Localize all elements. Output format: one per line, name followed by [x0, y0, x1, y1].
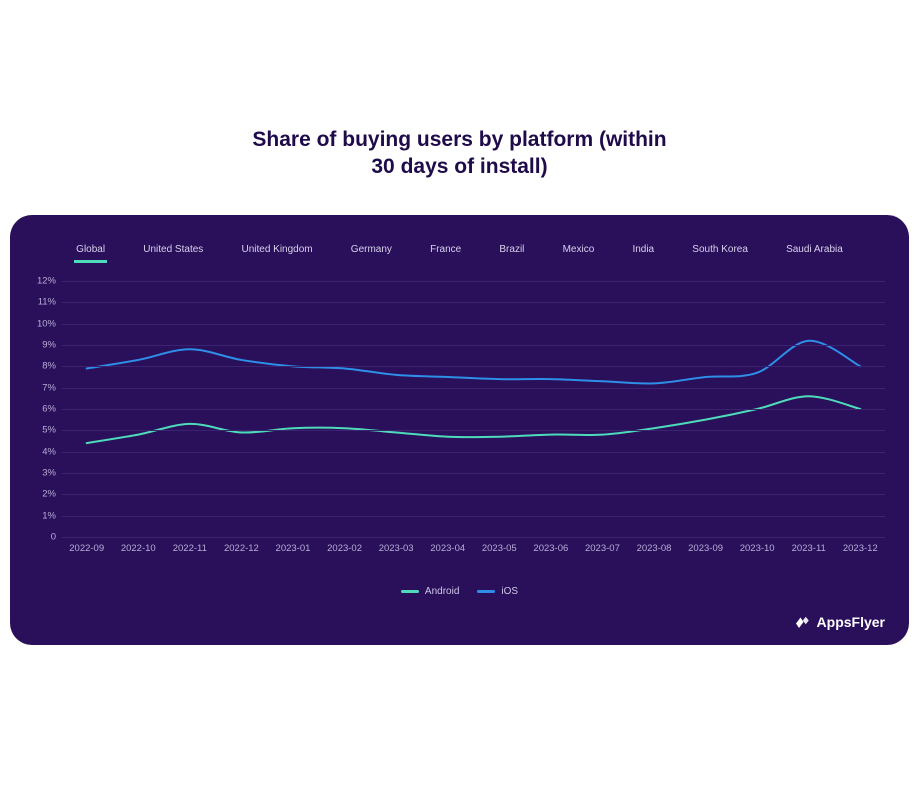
x-tick: 2022-10 [121, 543, 156, 554]
legend-item-android: Android [401, 586, 459, 597]
x-tick: 2023-10 [740, 543, 775, 554]
y-tick: 5% [28, 425, 56, 436]
gridline [62, 494, 885, 495]
gridline [62, 452, 885, 453]
y-tick: 10% [28, 318, 56, 329]
y-tick: 7% [28, 382, 56, 393]
legend-swatch [477, 590, 495, 593]
brand-text: AppsFlyer [817, 614, 885, 630]
y-tick: 4% [28, 446, 56, 457]
x-tick: 2023-04 [430, 543, 465, 554]
legend-label: Android [425, 586, 459, 597]
gridline [62, 281, 885, 282]
series-android [87, 396, 861, 443]
y-tick: 8% [28, 361, 56, 372]
x-axis: 2022-09 2022-10 2022-11 2022-12 2023-01 2023-… [62, 537, 885, 559]
gridline [62, 366, 885, 367]
y-axis: 01%2%3%4%5%6%7%8%9%10%11%12% [28, 281, 60, 537]
x-tick: 2023-02 [327, 543, 362, 554]
tab-brazil[interactable]: Brazil [497, 239, 526, 263]
x-tick: 2023-12 [843, 543, 878, 554]
gridline [62, 473, 885, 474]
tab-germany[interactable]: Germany [349, 239, 394, 263]
x-tick: 2023-03 [379, 543, 414, 554]
tab-mexico[interactable]: Mexico [561, 239, 597, 263]
chart-panel: Global United States United Kingdom Germany… [10, 215, 909, 645]
legend-label: iOS [501, 586, 518, 597]
region-tabs: Global United States United Kingdom Germany… [10, 239, 909, 263]
tab-global[interactable]: Global [74, 239, 107, 263]
y-tick: 0 [28, 532, 56, 543]
gridline [62, 388, 885, 389]
y-tick: 12% [28, 276, 56, 287]
x-tick: 2023-01 [276, 543, 311, 554]
y-tick: 6% [28, 404, 56, 415]
x-tick: 2022-11 [173, 543, 207, 554]
chart-area: 01%2%3%4%5%6%7%8%9%10%11%12% 2022-092022… [28, 281, 891, 559]
tab-united-kingdom[interactable]: United Kingdom [239, 239, 314, 263]
tab-france[interactable]: France [428, 239, 463, 263]
chart-title: Share of buying users by platform (withi… [0, 126, 919, 181]
x-tick: 2022-09 [69, 543, 104, 554]
gridline [62, 537, 885, 538]
legend-item-ios: iOS [477, 586, 518, 597]
x-tick: 2022-12 [224, 543, 259, 554]
title-line-2: 30 days of install) [371, 155, 547, 178]
title-line-1: Share of buying users by platform (withi… [252, 128, 666, 151]
appsflyer-icon [793, 613, 811, 631]
tab-saudi-arabia[interactable]: Saudi Arabia [784, 239, 845, 263]
tab-india[interactable]: India [630, 239, 656, 263]
tab-united-states[interactable]: United States [141, 239, 205, 263]
x-tick: 2023-05 [482, 543, 517, 554]
legend-swatch [401, 590, 419, 593]
tab-south-korea[interactable]: South Korea [690, 239, 750, 263]
x-tick: 2023-09 [688, 543, 723, 554]
x-tick: 2023-11 [792, 543, 826, 554]
y-tick: 3% [28, 468, 56, 479]
gridline [62, 324, 885, 325]
gridline [62, 430, 885, 431]
y-tick: 9% [28, 340, 56, 351]
gridline [62, 409, 885, 410]
x-tick: 2023-07 [585, 543, 620, 554]
gridline [62, 516, 885, 517]
gridline [62, 345, 885, 346]
y-tick: 11% [28, 297, 56, 308]
y-tick: 2% [28, 489, 56, 500]
brand-logo: AppsFlyer [793, 613, 885, 631]
page: Share of buying users by platform (withi… [0, 0, 919, 810]
gridline [62, 302, 885, 303]
series-ios [87, 341, 861, 384]
legend: Android iOS [10, 586, 909, 597]
y-tick: 1% [28, 510, 56, 521]
x-tick: 2023-08 [637, 543, 672, 554]
x-tick: 2023-06 [533, 543, 568, 554]
